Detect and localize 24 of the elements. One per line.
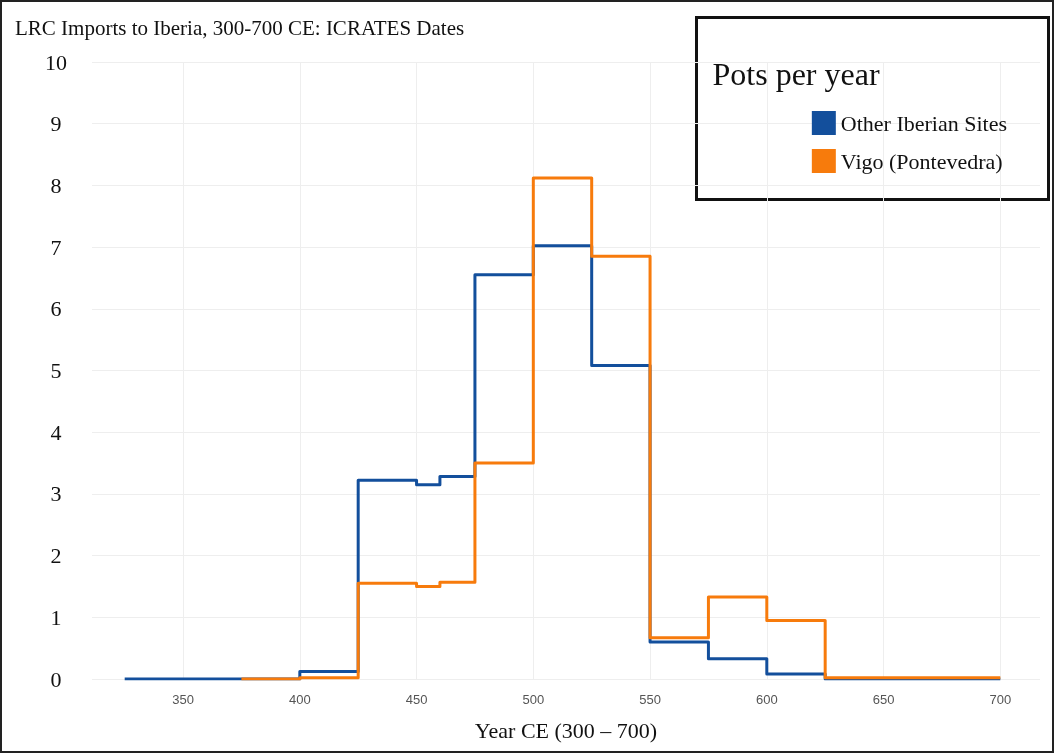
y-tick-label: 1 [50, 604, 62, 630]
y-tick-label: 7 [50, 234, 62, 260]
x-tick-label: 450 [405, 692, 428, 707]
y-tick-label: 3 [50, 481, 62, 507]
x-tick-label: 350 [172, 692, 194, 707]
y-tick-label: 9 [50, 111, 62, 137]
x-tick-label: 500 [522, 692, 545, 707]
y-tick-label: 8 [50, 172, 62, 198]
y-tick-label: 5 [50, 358, 62, 383]
legend-label: Vigo (Pontevedra) [840, 148, 1003, 174]
y-tick-label: 10 [45, 49, 67, 75]
y-tick-label: 0 [50, 666, 62, 692]
legend-label: Other Iberian Sites [840, 110, 1007, 136]
x-tick-label: 600 [755, 692, 778, 707]
y-tick-label: 6 [50, 296, 62, 322]
y-tick-label: 2 [50, 543, 62, 569]
x-tick-label: 400 [288, 692, 311, 707]
chart-title: LRC Imports to Iberia, 300-700 CE: ICRATES Dates [15, 15, 465, 40]
x-tick-label: 650 [872, 692, 895, 707]
x-tick-label: 550 [639, 692, 661, 707]
x-axis-title: Year CE (300 – 700) [474, 717, 658, 743]
y-tick-label: 4 [50, 419, 62, 445]
legend-title: Pots per year [712, 55, 880, 92]
x-tick-label: 700 [989, 692, 1012, 707]
